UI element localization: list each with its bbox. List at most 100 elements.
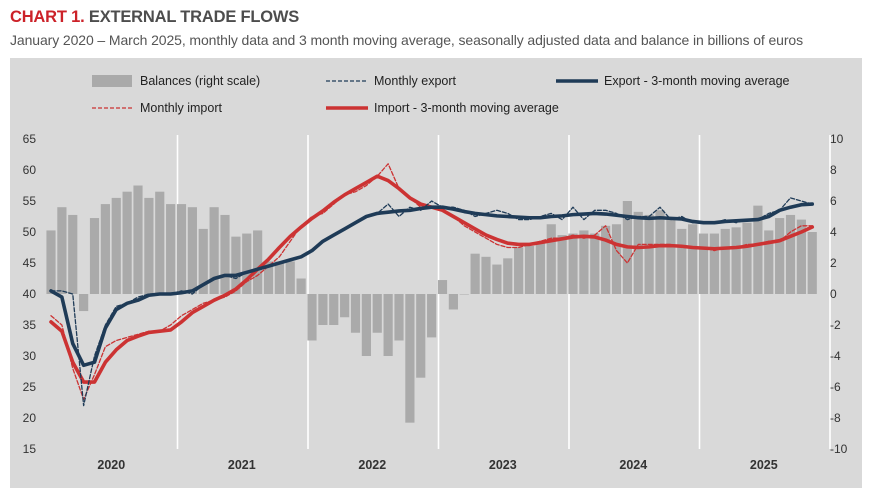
balance-bar (666, 219, 676, 294)
balance-bar (807, 232, 817, 294)
balance-bar (568, 233, 578, 294)
balance-bar (263, 261, 274, 294)
legend-item-import-ma: Import - 3-month moving average (326, 101, 559, 115)
balance-bar (394, 294, 404, 341)
balance-bar (459, 294, 469, 295)
y-left-tick-label: 50 (23, 225, 37, 239)
y-right-tick-label: 8 (830, 163, 837, 177)
chart-axes: 1520253035404550556065-10-8-6-4-20246810… (23, 132, 848, 472)
balance-bar (601, 225, 611, 294)
balance-bar (644, 214, 654, 294)
balance-bar (524, 245, 535, 294)
balance-bar (133, 185, 143, 294)
y-right-tick-label: -10 (830, 442, 848, 456)
balance-bar (492, 264, 502, 294)
x-tick-label: 2025 (750, 458, 778, 472)
y-left-tick-label: 15 (23, 442, 37, 456)
balance-bar (68, 214, 78, 294)
y-left-tick-label: 65 (23, 132, 37, 146)
balance-bar (437, 280, 448, 294)
balance-bar (111, 197, 121, 294)
balance-bar (731, 227, 741, 294)
export-ma-line (49, 202, 815, 368)
balance-bars (46, 185, 817, 423)
balance-bar (720, 228, 730, 294)
balance-bar (764, 230, 774, 294)
y-right-tick-label: -4 (830, 349, 841, 363)
y-right-tick-label: -2 (830, 318, 841, 332)
balance-bar (427, 294, 437, 338)
chart-label: CHART 1. (10, 8, 85, 26)
balance-bar (350, 294, 361, 333)
balance-bar (79, 294, 89, 312)
balance-bar (242, 233, 252, 294)
balance-bar (231, 236, 241, 294)
balance-bar (57, 207, 67, 294)
balance-bar (448, 294, 458, 310)
monthly-import-line (50, 163, 813, 401)
x-tick-label: 2020 (97, 458, 125, 472)
balance-bar (546, 224, 556, 294)
balance-bar (89, 218, 100, 294)
y-left-tick-label: 25 (23, 380, 37, 394)
chart-title-text: EXTERNAL TRADE FLOWS (88, 8, 300, 26)
balance-bar (796, 219, 806, 294)
x-tick-label: 2021 (228, 458, 256, 472)
balance-bar (285, 261, 295, 294)
series-lines (49, 163, 815, 407)
balance-bar (307, 294, 317, 341)
balance-bar (372, 294, 382, 333)
y-left-tick-label: 40 (23, 287, 37, 301)
balance-bar (46, 230, 56, 294)
balance-bar (187, 207, 197, 294)
balance-bar (579, 230, 589, 294)
balance-bar (688, 224, 698, 294)
balance-bar (122, 191, 132, 294)
x-tick-label: 2023 (489, 458, 517, 472)
y-left-tick-label: 60 (23, 163, 37, 177)
balance-bar (318, 294, 328, 325)
y-left-tick-label: 55 (23, 194, 37, 208)
balance-bar (557, 235, 567, 294)
y-left-tick-label: 45 (23, 256, 37, 270)
balance-bar (155, 191, 165, 294)
y-right-tick-label: 2 (830, 256, 837, 270)
balance-bar (176, 204, 187, 294)
legend-item-monthly-export: Monthly export (326, 74, 457, 88)
balance-bar (209, 207, 219, 294)
x-tick-label: 2022 (358, 458, 386, 472)
y-right-tick-label: 4 (830, 225, 837, 239)
balance-bar (775, 218, 785, 294)
balance-bar (514, 247, 524, 294)
y-right-tick-label: -8 (830, 411, 841, 425)
balance-bar (470, 253, 480, 294)
y-right-tick-label: 6 (830, 194, 837, 208)
balance-bar (633, 211, 643, 294)
balance-bar (220, 214, 230, 294)
chart-subtitle: January 2020 – March 2025, monthly data … (10, 32, 804, 48)
balance-bar (698, 233, 709, 294)
balance-bar (253, 230, 263, 294)
balance-bar (144, 197, 154, 294)
y-right-tick-label: 0 (830, 287, 837, 301)
y-right-tick-label: -6 (830, 380, 841, 394)
balance-bar (742, 222, 752, 294)
balance-bar (785, 214, 796, 294)
balance-bar (709, 233, 719, 294)
y-left-tick-label: 20 (23, 411, 37, 425)
balance-bar (590, 233, 600, 294)
balance-bar (198, 228, 208, 294)
balance-bar (677, 228, 687, 294)
legend-swatch-bars (92, 75, 132, 87)
chart-title: CHART 1. EXTERNAL TRADE FLOWS (10, 8, 299, 27)
monthly-export-line (50, 197, 813, 407)
balance-bar (274, 261, 284, 294)
legend-item-balances: Balances (right scale) (92, 74, 260, 88)
y-right-tick-label: 10 (830, 132, 844, 146)
balance-bar (416, 294, 426, 378)
balance-bar (655, 210, 665, 294)
legend-item-monthly-import: Monthly import (92, 101, 222, 115)
chart-legend: Balances (right scale) Monthly export Expo… (92, 74, 790, 115)
balance-bar (166, 204, 176, 294)
